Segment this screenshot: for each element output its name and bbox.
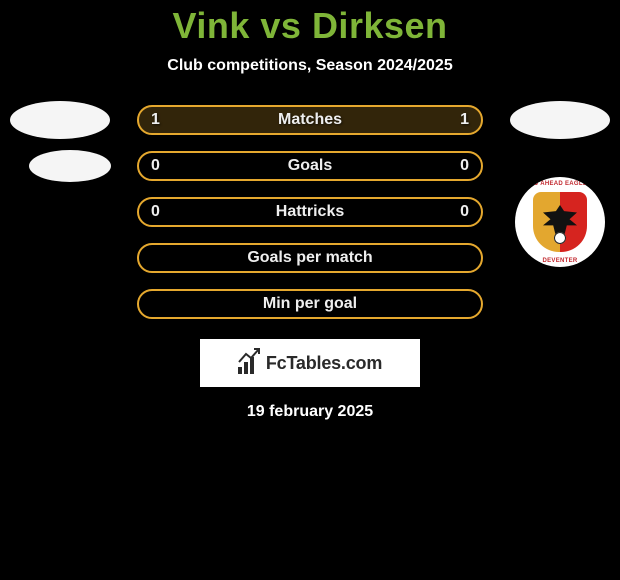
stat-left-value: 1 (151, 111, 160, 129)
branding-text: FcTables.com (266, 353, 382, 374)
title-vs: vs (260, 5, 301, 46)
stat-label: Min per goal (263, 295, 357, 313)
stat-row: Goals per match (0, 243, 620, 273)
stat-row: 1 Matches 1 (0, 105, 620, 135)
title-player-1: Vink (172, 5, 249, 46)
stat-label: Hattricks (276, 203, 344, 221)
comparison-card: Vink vs Dirksen Club competitions, Seaso… (0, 0, 620, 421)
stat-row: Min per goal (0, 289, 620, 319)
stat-left-value: 0 (151, 157, 160, 175)
subtitle: Club competitions, Season 2024/2025 (0, 57, 620, 75)
stat-bar-goals-per-match: Goals per match (137, 243, 483, 273)
stat-bar-goals: 0 Goals 0 (137, 151, 483, 181)
player1-badge-slot (20, 150, 120, 182)
player1-badge-slot (10, 101, 110, 139)
stat-row: 0 Hattricks 0 GO AHEAD EAGLES DEVENTER (0, 197, 620, 227)
stat-right-value: 1 (460, 111, 469, 129)
stat-left-value: 0 (151, 203, 160, 221)
title-player-2: Dirksen (312, 5, 448, 46)
stat-right-value: 0 (460, 203, 469, 221)
trend-arrow-icon (238, 348, 260, 364)
stat-bar-hattricks: 0 Hattricks 0 (137, 197, 483, 227)
stat-label: Goals (288, 157, 332, 175)
placeholder-avatar-icon (10, 101, 110, 139)
stat-label: Goals per match (247, 249, 372, 267)
crest-top-text: GO AHEAD EAGLES (515, 181, 605, 187)
stat-right-value: 0 (460, 157, 469, 175)
placeholder-avatar-icon (29, 150, 111, 182)
footer-date: 19 february 2025 (0, 403, 620, 421)
branding-box: FcTables.com (200, 339, 420, 387)
stat-bar-min-per-goal: Min per goal (137, 289, 483, 319)
fctables-chart-icon (238, 352, 260, 374)
stat-bar-matches: 1 Matches 1 (137, 105, 483, 135)
player2-badge-slot (510, 101, 610, 139)
stat-label: Matches (278, 111, 342, 129)
placeholder-avatar-icon (510, 101, 610, 139)
page-title: Vink vs Dirksen (0, 5, 620, 47)
